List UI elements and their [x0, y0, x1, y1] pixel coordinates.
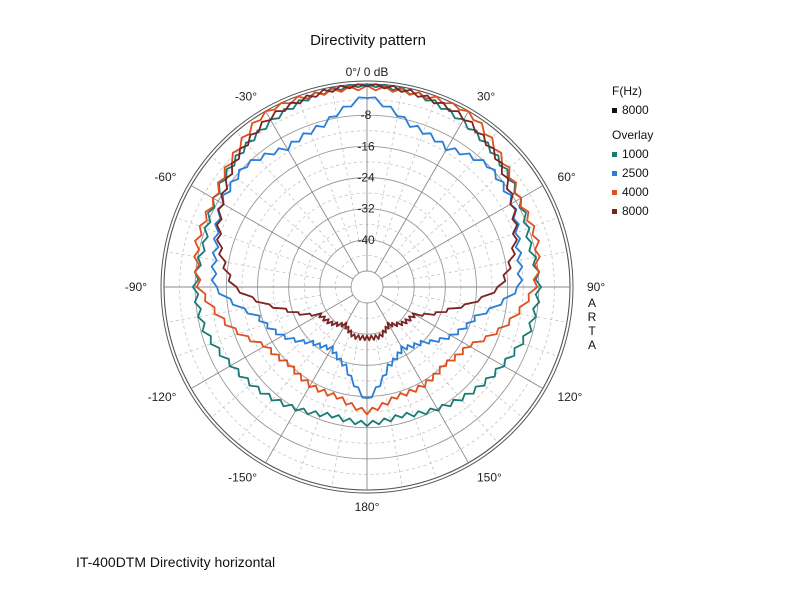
angle-tick-label: 120°	[558, 390, 583, 404]
legend-primary-item: 8000	[612, 101, 653, 120]
series-line-1000	[191, 83, 543, 427]
grid-spoke-minor	[402, 317, 523, 418]
legend-item-1000: 1000	[612, 145, 653, 164]
grid-spoke-minor	[382, 96, 437, 243]
grid-spoke-major	[380, 294, 544, 389]
series-lines	[191, 83, 543, 427]
grid-spoke-minor	[374, 333, 403, 487]
legend-swatch	[612, 152, 617, 157]
legend-primary-header: F(Hz)	[612, 84, 642, 98]
angle-tick-label: -30°	[235, 89, 257, 103]
grid-spoke-minor	[167, 294, 321, 323]
caption: IT-400DTM Directivity horizontal	[76, 554, 276, 570]
grid-spoke-minor	[211, 317, 332, 418]
r-tick-label: -24	[357, 171, 375, 185]
r-tick-label: -16	[357, 139, 375, 153]
legend-swatch	[612, 209, 617, 214]
legend-overlay-header: Overlay	[612, 128, 654, 142]
legend-swatch	[612, 190, 617, 195]
grid-spoke-major	[190, 185, 354, 280]
grid-spoke-major	[380, 185, 544, 280]
chart-title: Directivity pattern	[310, 32, 426, 49]
angle-tick-label: 150°	[477, 471, 502, 485]
grid-spoke-minor	[297, 331, 352, 478]
series-line-8000	[216, 83, 518, 342]
grid-spoke-minor	[397, 131, 498, 252]
angle-tick-label: -90°	[125, 280, 147, 294]
series-line-2500	[210, 96, 524, 399]
grid-spoke-minor	[382, 331, 437, 478]
legend-label: 4000	[622, 185, 649, 199]
r-tick-label: -8	[361, 108, 372, 122]
legend-label: 2500	[622, 166, 649, 180]
grid-spoke-major	[190, 294, 354, 389]
grid-spoke-major	[265, 110, 360, 274]
grid-spoke-major	[265, 300, 360, 464]
legend-primary-label: 8000	[622, 103, 649, 117]
legend-item-4000: 4000	[612, 183, 653, 202]
grid-spoke-minor	[413, 251, 567, 280]
r-tick-label: -40	[357, 233, 375, 247]
grid-spoke-minor	[402, 156, 523, 257]
angle-tick-label: 180°	[355, 500, 380, 514]
grid-spoke-minor	[236, 131, 337, 252]
grid-spoke-minor	[413, 294, 567, 323]
angle-tick-label: 30°	[477, 89, 495, 103]
grid-spoke-minor	[411, 217, 558, 272]
grid-spoke-minor	[331, 87, 360, 241]
grid-spoke-minor	[331, 333, 360, 487]
grid-spoke-major	[374, 300, 469, 464]
grid-spoke-major	[374, 110, 469, 274]
angle-tick-label: 90°	[587, 280, 605, 294]
legend-swatch	[612, 171, 617, 176]
legend-swatch	[612, 108, 617, 113]
grid-outer-ring	[160, 80, 574, 494]
legend-item-2500: 2500	[612, 164, 653, 183]
angle-tick-label: -120°	[148, 390, 177, 404]
grid-spoke-minor	[374, 87, 403, 241]
grid-ring-major	[350, 270, 384, 304]
legend-item-8000: 8000	[612, 202, 653, 221]
angle-tick-label: -150°	[228, 471, 257, 485]
r-tick-label: -32	[357, 202, 375, 216]
grid-spoke-minor	[211, 156, 332, 257]
grid-spoke-minor	[176, 217, 323, 272]
grid-spoke-minor	[297, 96, 352, 243]
legend-label: 8000	[622, 204, 649, 218]
angle-tick-label: 60°	[558, 170, 576, 184]
grid-spoke-minor	[167, 251, 321, 280]
legend: F(Hz) 8000 Overlay 1000 2500 4000 8000	[612, 82, 653, 221]
axis-labels: 0°/ 0 dB -8 -16 -24 -32 -40 30° 60° 90° 120° 150° 1…	[125, 65, 606, 514]
r-tick-label: 0°/ 0 dB	[346, 65, 389, 79]
angle-tick-label: -60°	[154, 170, 176, 184]
legend-label: 1000	[622, 147, 649, 161]
